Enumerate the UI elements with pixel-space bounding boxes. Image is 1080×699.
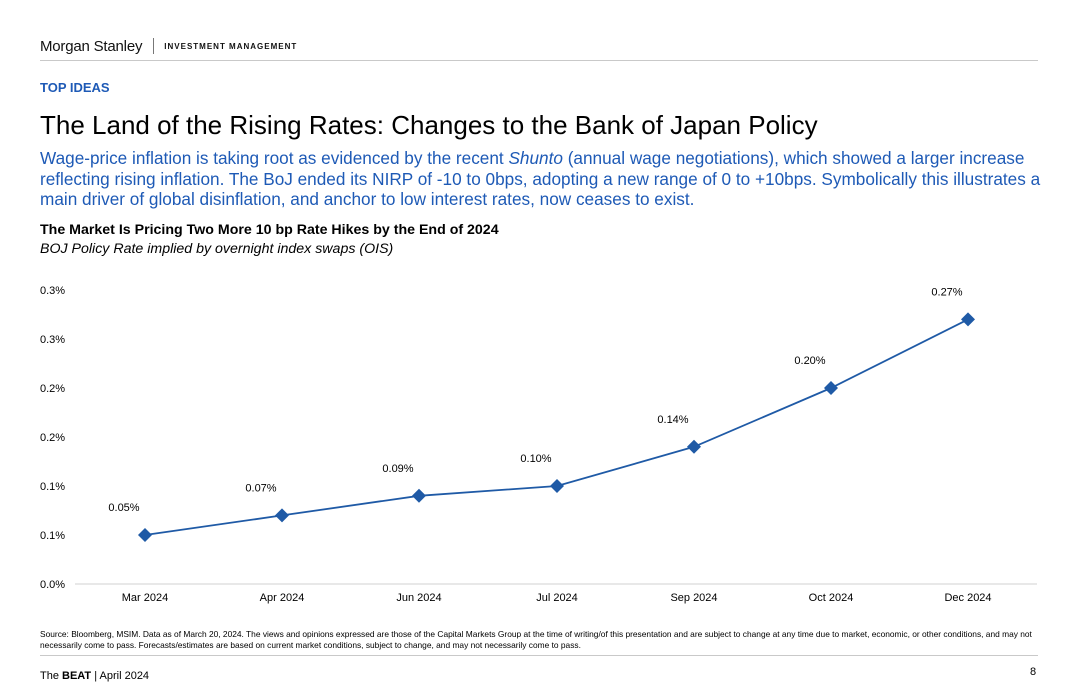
- data-label: 0.27%: [931, 286, 962, 298]
- x-tick-label: Sep 2024: [670, 592, 717, 604]
- footer-prefix: The: [40, 670, 63, 682]
- subtitle-text-before: Wage-price inflation is taking root as e…: [40, 148, 509, 168]
- page-subtitle: Wage-price inflation is taking root as e…: [40, 148, 1050, 210]
- data-point-marker: [687, 439, 701, 454]
- data-label: 0.05%: [108, 502, 139, 514]
- brand-logo: Morgan Stanley: [40, 37, 143, 55]
- data-label: 0.10%: [520, 453, 551, 465]
- line-chart: 0.0% 0.1% 0.1% 0.2% 0.2% 0.3% 0.3% Mar 2024 Apr …: [40, 285, 1037, 604]
- footer: The BEAT | April 2024: [40, 670, 149, 682]
- data-label: 0.07%: [245, 482, 276, 494]
- chart-title: The Market Is Pricing Two More 10 bp Rat…: [40, 222, 499, 238]
- x-tick-label: Oct 2024: [809, 592, 854, 604]
- data-point-marker: [275, 508, 289, 523]
- chart-subtitle: BOJ Policy Rate implied by overnight ind…: [40, 241, 394, 257]
- y-tick-label: 0.2%: [40, 383, 65, 395]
- brand-divider: [153, 38, 155, 54]
- data-label: 0.20%: [794, 355, 825, 367]
- source-note: Source: Bloomberg, MSIM. Data as of Marc…: [40, 629, 1032, 650]
- y-tick-label: 0.0%: [40, 579, 65, 591]
- page-number: 8: [1030, 666, 1037, 678]
- y-tick-label: 0.1%: [40, 530, 65, 542]
- y-tick-label: 0.1%: [40, 481, 65, 493]
- data-point-marker: [412, 488, 426, 503]
- x-tick-label: Jun 2024: [396, 592, 441, 604]
- data-label: 0.14%: [657, 414, 688, 426]
- x-tick-label: Mar 2024: [122, 592, 168, 604]
- subtitle-text-after: (annual wage negotiations), which showed…: [40, 148, 1041, 209]
- data-label: 0.09%: [382, 463, 413, 475]
- footer-date: | April 2024: [91, 670, 150, 682]
- header-rule: [40, 60, 1038, 61]
- footer-rule: [40, 655, 1038, 656]
- page-title: The Land of the Rising Rates: Changes to…: [40, 110, 818, 140]
- brand-division: INVESTMENT MANAGEMENT: [164, 41, 298, 51]
- y-tick-label: 0.3%: [40, 334, 65, 346]
- data-point-marker: [138, 528, 152, 542]
- data-point-marker: [824, 381, 838, 395]
- x-tick-label: Apr 2024: [260, 592, 305, 604]
- x-tick-label: Jul 2024: [536, 592, 578, 604]
- section-label: TOP IDEAS: [40, 80, 110, 95]
- subtitle-emphasis: Shunto: [508, 148, 563, 168]
- series-line: [144, 318, 969, 536]
- y-tick-label: 0.3%: [40, 285, 65, 297]
- y-tick-label: 0.2%: [40, 432, 65, 444]
- data-point-marker: [961, 312, 975, 327]
- footer-publication: BEAT: [62, 670, 92, 682]
- x-tick-label: Dec 2024: [944, 592, 991, 604]
- data-point-marker: [550, 479, 564, 493]
- brand-header: Morgan Stanley INVESTMENT MANAGEMENT: [40, 36, 297, 56]
